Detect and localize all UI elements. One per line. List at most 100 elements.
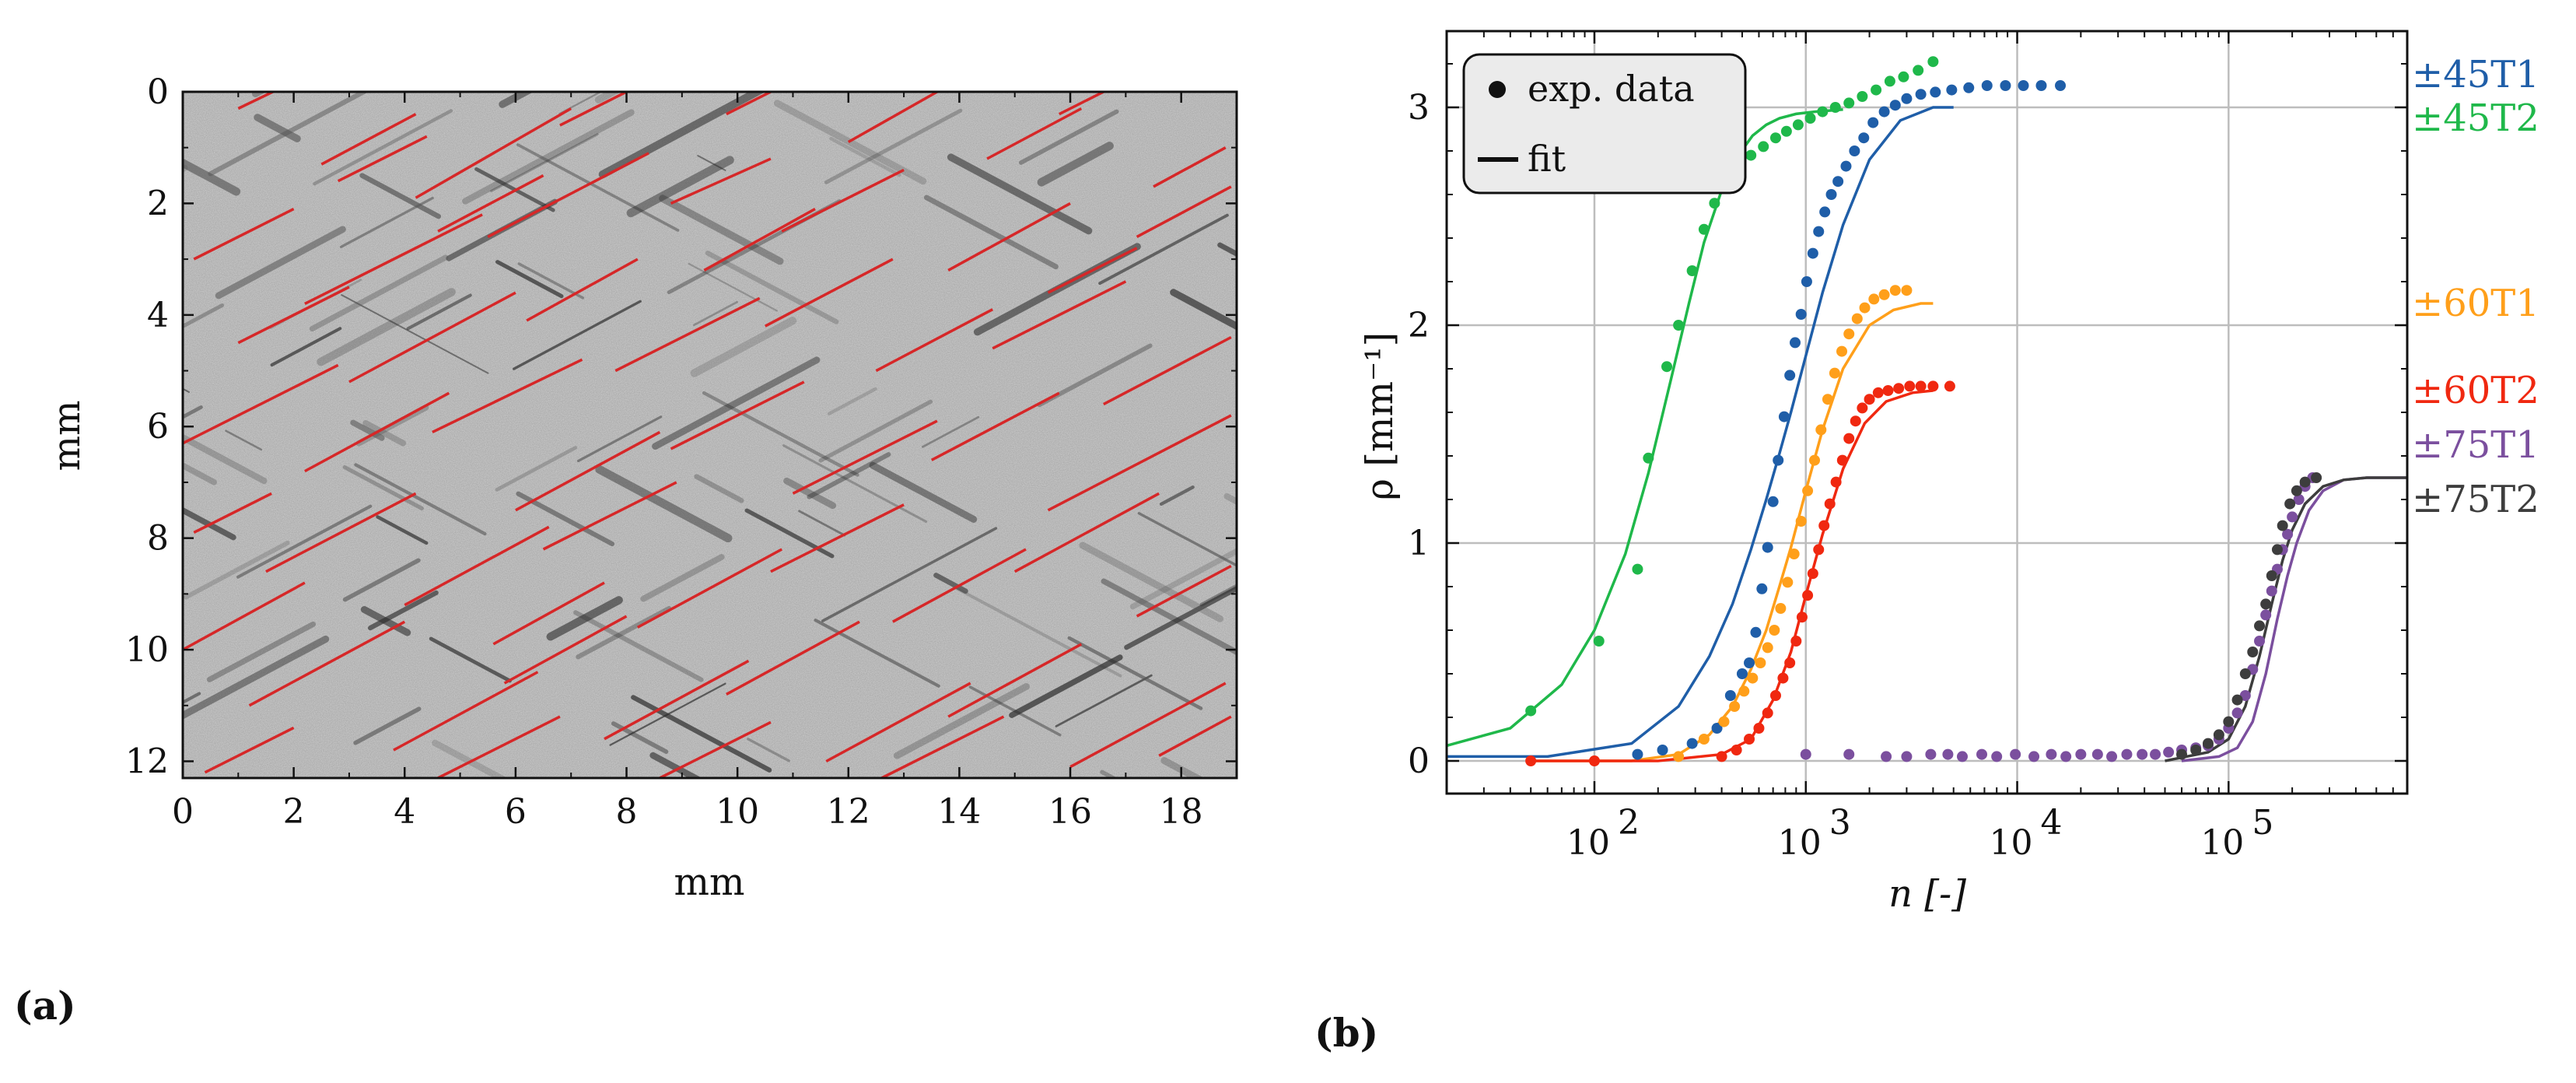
x-tick-label: 0	[172, 792, 194, 832]
legend-fit: fit	[1528, 138, 1566, 180]
x-tick-label: 10	[1566, 823, 1610, 863]
data-point	[1795, 516, 1807, 527]
data-point	[1868, 293, 1880, 305]
detected-crack	[930, 391, 1060, 461]
fiber-streak	[1137, 512, 1237, 567]
data-point	[2018, 80, 2029, 91]
data-point	[1913, 65, 1924, 76]
detected-crack	[237, 92, 276, 110]
detected-crack	[348, 291, 516, 384]
data-point	[1673, 320, 1685, 331]
detected-crack	[304, 213, 483, 306]
data-point	[2291, 485, 2302, 496]
fiber-streak	[184, 540, 290, 600]
detected-crack	[542, 481, 677, 551]
fiber-streak	[513, 300, 642, 370]
data-point	[1859, 302, 1871, 314]
data-point	[1889, 285, 1901, 296]
fiber-streak	[923, 195, 1059, 270]
x-tick-exponent: 3	[1829, 803, 1851, 843]
data-point	[2239, 690, 2251, 701]
x-tick-label: 10	[1778, 823, 1822, 863]
detected-crack	[792, 419, 938, 495]
y-tick-label: 2	[1408, 306, 1430, 345]
series-label: ±60T2	[2412, 369, 2539, 412]
data-point	[2254, 636, 2266, 647]
panel-b-label: (b)	[1314, 1010, 1378, 1056]
x-tick-label: 10	[1990, 823, 2033, 863]
data-point	[2190, 745, 2202, 755]
fiber-streak	[947, 153, 1093, 235]
fiber-streak	[1067, 636, 1203, 710]
detected-crack	[847, 92, 938, 144]
data-point	[1804, 113, 1816, 124]
legend: exp. data fit	[1462, 53, 1747, 195]
data-point	[1850, 415, 1861, 427]
data-point	[1901, 751, 1913, 762]
fiber-streak	[807, 452, 891, 499]
data-point	[1815, 424, 1827, 436]
data-point	[1801, 276, 1812, 287]
fiber-streak	[659, 195, 784, 265]
data-point	[1809, 454, 1821, 466]
data-point	[1824, 498, 1836, 510]
data-point	[1843, 328, 1855, 340]
fiber-streak	[798, 510, 846, 537]
data-point	[2271, 544, 2283, 556]
fiber-streak	[1274, 65, 1348, 105]
detected-crack	[992, 280, 1127, 350]
detected-crack	[393, 671, 539, 752]
data-point	[1829, 102, 1841, 113]
data-point	[1915, 380, 1927, 392]
fiber-streak	[490, 133, 599, 193]
data-point	[1843, 433, 1855, 444]
data-point	[2055, 80, 2067, 91]
data-point	[2277, 520, 2288, 531]
fiber-streak	[953, 586, 1122, 678]
fiber-streak	[1364, 696, 1409, 720]
fiber-streak	[52, 179, 124, 217]
fiber-streak	[1223, 492, 1237, 506]
data-point	[1657, 745, 1668, 755]
data-point	[1867, 117, 1879, 128]
detected-crack	[1158, 715, 1232, 757]
data-point	[1830, 476, 1842, 488]
fiber-streak	[406, 293, 472, 331]
fiber-streak	[313, 109, 453, 186]
fiber-streak	[893, 683, 1030, 759]
data-point	[1698, 734, 1710, 745]
detected-crack	[1136, 564, 1232, 618]
fiber-streak	[1160, 757, 1205, 778]
detected-crack	[559, 92, 630, 127]
data-point	[2231, 694, 2243, 706]
data-point	[1661, 361, 1673, 373]
data-point	[1632, 748, 1643, 760]
panel-b-y-ticks: 0 1 2 3	[1408, 63, 2407, 781]
fiber-streak	[359, 173, 442, 219]
y-tick-label: 2	[147, 184, 169, 223]
data-point	[2213, 729, 2224, 741]
data-point	[1889, 100, 1901, 111]
data-point	[1976, 748, 1988, 760]
fiber-streak	[516, 491, 615, 547]
data-point	[2121, 748, 2133, 760]
detected-crack	[726, 620, 860, 696]
fiber-streak	[1346, 640, 1513, 729]
data-point	[1744, 734, 1755, 745]
detected-crack	[703, 208, 816, 272]
fiber-streak	[206, 621, 317, 682]
fiber-streak	[821, 527, 998, 622]
data-point	[1930, 86, 1941, 98]
fiber-streak	[1055, 674, 1153, 727]
data-point	[1736, 668, 1748, 679]
x-tick-label: 18	[1160, 792, 1203, 832]
data-point	[1778, 411, 1790, 422]
fit-line	[2165, 476, 2407, 762]
fiber-streak	[517, 262, 585, 300]
panel-a-ylabel: mm	[45, 400, 89, 471]
detected-crack	[670, 157, 772, 205]
data-point	[1813, 544, 1825, 556]
panel-a-label: (a)	[14, 983, 76, 1029]
fiber-streak	[350, 419, 385, 441]
data-point	[1872, 387, 1884, 398]
